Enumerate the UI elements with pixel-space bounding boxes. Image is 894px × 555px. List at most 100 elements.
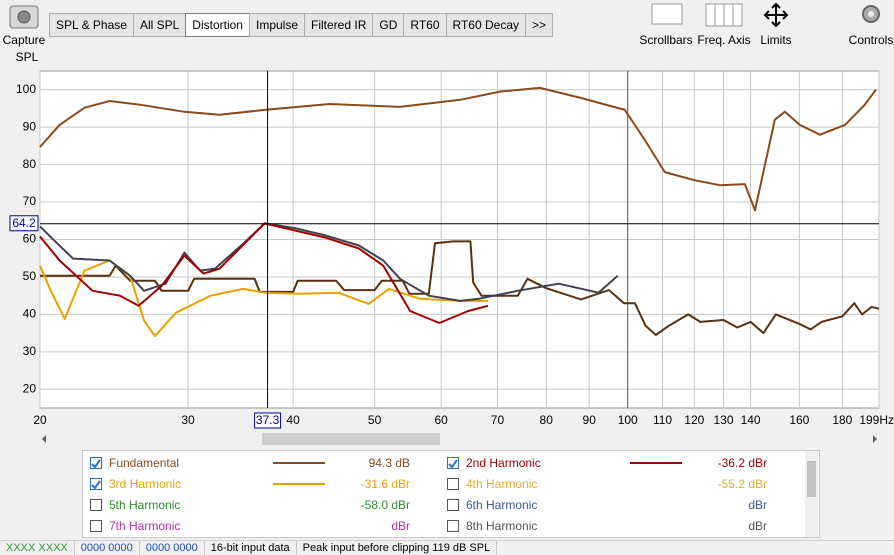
- legend-reading: dBr: [748, 519, 767, 533]
- tool-label[interactable]: Controls: [848, 33, 894, 47]
- legend-scroll-thumb[interactable]: [807, 461, 816, 497]
- tab[interactable]: Distortion: [185, 13, 250, 37]
- x-tick-label: 100: [618, 413, 638, 427]
- toolbar-icons: [9, 2, 880, 29]
- capture-lens: [17, 10, 31, 24]
- legend-checkbox[interactable]: [447, 457, 459, 469]
- legend-name: 4th Harmonic: [466, 477, 538, 491]
- legend-checkbox[interactable]: [90, 478, 102, 490]
- x-tick-label: 80: [540, 413, 554, 427]
- status-field: 0000 0000: [140, 541, 205, 555]
- tab[interactable]: SPL & Phase: [49, 13, 134, 37]
- tab[interactable]: GD: [372, 13, 405, 37]
- legend-checkbox[interactable]: [447, 520, 459, 532]
- legend-name: 5th Harmonic: [109, 498, 181, 512]
- legend-reading: 94.3 dB: [368, 456, 410, 470]
- series-line: [39, 259, 488, 338]
- scrollbar-track: [40, 432, 879, 446]
- x-tick-label: 110: [653, 413, 672, 427]
- legend-checkbox[interactable]: [447, 478, 459, 490]
- tool-label[interactable]: Limits: [760, 33, 792, 47]
- status-bar: XXXX XXXX 0000 0000 0000 0000 16-bit input …: [0, 540, 894, 555]
- legend-scrollbar[interactable]: [805, 451, 818, 537]
- check-mark: [91, 459, 101, 469]
- series-line: [39, 86, 877, 212]
- cursor-x-box: [254, 412, 282, 429]
- tick: [91, 459, 101, 469]
- x-tick-label: 90: [583, 413, 597, 427]
- series-line: [39, 222, 489, 324]
- legend-reading: -55.2 dBr: [717, 477, 767, 491]
- legend-swatch: [273, 483, 325, 485]
- legend-swatch: [273, 462, 325, 464]
- y-tick-label: 40: [23, 307, 37, 321]
- tick: [448, 459, 458, 469]
- status-field: 0000 0000: [75, 541, 140, 555]
- legend-reading: -36.2 dBr: [717, 456, 767, 470]
- legend-checkbox[interactable]: [447, 499, 459, 511]
- y-tick-label: 80: [23, 157, 37, 171]
- x-tick-label: 120: [684, 413, 704, 427]
- x-tick-label: 180: [832, 413, 852, 427]
- toolbar: Capture SPL & Phase All SPL Distortion Impu…: [0, 0, 894, 48]
- legend-reading: dBr: [748, 498, 767, 512]
- controls-icon-hole: [868, 11, 874, 17]
- cursor-y-box: [9, 215, 39, 232]
- legend-name: 3rd Harmonic: [109, 477, 182, 491]
- tab[interactable]: All SPL: [132, 13, 187, 37]
- scrollbars-icon[interactable]: [651, 3, 683, 25]
- tab[interactable]: RT60: [403, 13, 447, 37]
- series-line: [39, 222, 619, 302]
- legend-swatch: [630, 462, 682, 464]
- legend-name: 6th Harmonic: [466, 498, 538, 512]
- x-tick-label: 40: [286, 413, 300, 427]
- legend-checkbox[interactable]: [90, 457, 102, 469]
- x-tick-label: 160: [789, 413, 809, 427]
- legend-reading: -58.0 dBr: [360, 498, 410, 512]
- scrollbar-thumb[interactable]: [262, 433, 440, 445]
- tab[interactable]: Impulse: [248, 13, 306, 37]
- tick: [91, 480, 101, 490]
- check-mark: [448, 459, 458, 469]
- x-tick-label: 130: [714, 413, 734, 427]
- cursor-x-label: 37.3: [256, 413, 280, 427]
- tab-bar: SPL & Phase All SPL Distortion Impulse Filte…: [49, 13, 554, 37]
- series-line: [40, 240, 880, 336]
- x-tick-label: 199Hz: [859, 413, 894, 427]
- capture-label[interactable]: Capture: [2, 33, 46, 47]
- tool-label[interactable]: Scrollbars: [639, 33, 693, 47]
- tab[interactable]: >>: [525, 13, 554, 37]
- x-tick-label: 50: [368, 413, 382, 427]
- y-axis-label: SPL: [16, 50, 39, 64]
- chart: SPL 20 30 40 50 60 70 80 90 100 20 30 40 50 60 70 80 90 1…: [9, 50, 894, 446]
- y-tick-label: 50: [23, 269, 37, 283]
- tab[interactable]: RT60 Decay: [445, 13, 526, 37]
- x-tick-label: 60: [434, 413, 448, 427]
- status-field: Peak input before clipping 119 dB SPL: [297, 541, 498, 555]
- x-tick-label: 70: [491, 413, 505, 427]
- x-tick-label: 20: [33, 413, 47, 427]
- y-tick-label: 100: [16, 82, 36, 96]
- status-field: 16-bit input data: [205, 541, 297, 555]
- x-tick-label: 30: [181, 413, 195, 427]
- legend-checkbox[interactable]: [90, 499, 102, 511]
- x-tick-label: 140: [741, 413, 761, 427]
- cursor-y-label: 64.2: [12, 216, 36, 230]
- y-tick-label: 20: [23, 381, 37, 395]
- check-mark: [91, 480, 101, 490]
- tool-label[interactable]: Freq. Axis: [697, 33, 751, 47]
- legend-table: Fundamental 94.3 dB 2nd Harmonic -36.2 dBr 3…: [82, 450, 820, 538]
- legend-reading: dBr: [391, 519, 410, 533]
- legend-name: 7th Harmonic: [109, 519, 181, 533]
- y-tick-label: 90: [23, 119, 37, 133]
- limits-icon[interactable]: [763, 2, 789, 28]
- legend-name: Fundamental: [109, 456, 180, 470]
- y-tick-label: 30: [23, 344, 37, 358]
- status-field: XXXX XXXX: [0, 541, 75, 555]
- legend-checkbox[interactable]: [90, 520, 102, 532]
- legend-reading: -31.6 dBr: [360, 477, 410, 491]
- tab[interactable]: Filtered IR: [304, 13, 374, 37]
- y-tick-label: 70: [23, 194, 37, 208]
- legend-name: 8th Harmonic: [466, 519, 538, 533]
